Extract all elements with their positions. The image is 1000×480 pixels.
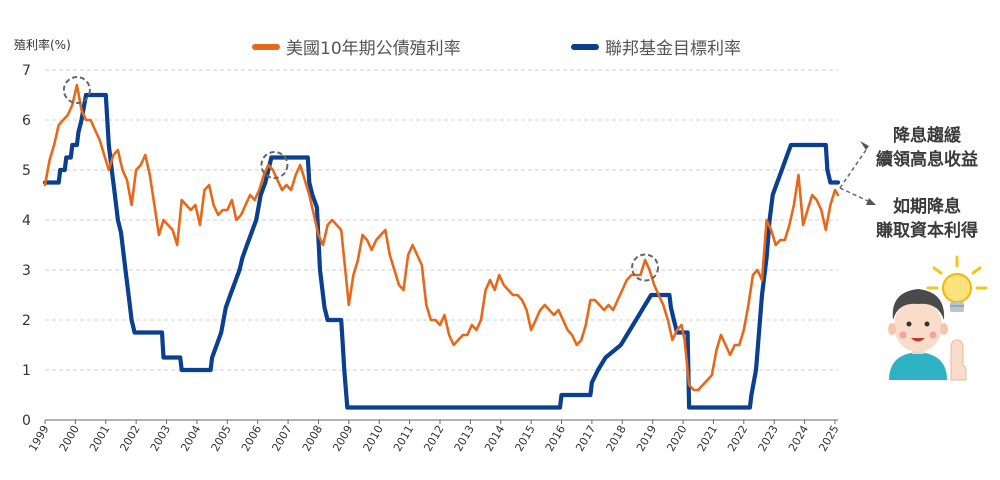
y-tick-label: 4 <box>22 213 31 229</box>
annotation-1-line-1: 降息趨緩 <box>893 125 962 146</box>
y-tick-label: 5 <box>22 163 31 179</box>
arrow-down-head <box>866 198 876 205</box>
person-hair <box>892 289 945 320</box>
x-tick-label: 2000 <box>57 423 82 454</box>
x-tick-label: 2015 <box>512 423 537 454</box>
x-tick-label: 2017 <box>573 423 598 454</box>
legend-swatch-fedrate <box>571 44 599 50</box>
highlight-circle <box>62 76 91 104</box>
arrow-up <box>839 149 867 189</box>
person-shirt <box>889 352 947 380</box>
x-tick-label: 2020 <box>664 423 689 454</box>
x-tick-label: 2001 <box>87 423 112 454</box>
annotation-arrows <box>839 141 876 205</box>
highlight-circles <box>62 76 660 282</box>
x-tick-label: 2007 <box>269 423 294 454</box>
x-tick-label: 2025 <box>816 423 841 454</box>
x-tick-label: 2014 <box>482 423 507 454</box>
y-tick-label: 6 <box>22 113 31 129</box>
annotation-2-line-1: 如期降息 <box>893 196 961 217</box>
x-tick-label: 2022 <box>725 423 750 454</box>
x-tick-label: 2011 <box>391 423 416 454</box>
y-tick-label: 2 <box>22 313 31 329</box>
x-tick-label: 2003 <box>148 423 173 454</box>
x-tick-label: 2009 <box>330 423 355 454</box>
annotation-1-line-2: 續領高息收益 <box>876 149 978 170</box>
x-tick-label: 2008 <box>300 423 325 454</box>
y-tick-label: 0 <box>22 413 31 429</box>
x-tick-label: 2023 <box>756 423 781 454</box>
x-tick-label: 2010 <box>361 423 386 454</box>
series-line-fed-rate <box>42 92 841 410</box>
person-face <box>894 300 942 352</box>
legend-label-fedrate: 聯邦基金目標利率 <box>605 39 741 59</box>
annotations: 降息趨緩 續領高息收益 如期降息 賺取資本利得 <box>876 125 978 241</box>
x-tick-label: 2006 <box>239 423 264 454</box>
lightbulb-icon <box>926 255 988 312</box>
y-tick-label: 7 <box>22 63 31 79</box>
x-tick-label: 2004 <box>178 423 203 454</box>
y-tick-label: 3 <box>22 263 31 279</box>
highlight-circle <box>260 151 289 179</box>
series-lines <box>42 83 841 410</box>
y-tick-label: 1 <box>22 363 31 379</box>
series-line-treasury-yield <box>43 83 840 392</box>
x-tick-label: 2019 <box>634 423 659 454</box>
x-tick-label: 2002 <box>117 423 142 454</box>
highlight-circle <box>631 253 660 282</box>
arrow-down <box>839 187 869 202</box>
legend-swatch-yield <box>252 44 280 50</box>
arrow-up-head <box>860 141 869 150</box>
idea-person-icon <box>888 255 988 381</box>
legend-label-yield: 美國10年期公債殖利率 <box>286 39 461 59</box>
x-tick-label: 2024 <box>786 423 811 454</box>
x-tick-label: 2016 <box>543 423 568 454</box>
legend: 美國10年期公債殖利率 聯邦基金目標利率 <box>252 39 741 59</box>
annotation-2-line-2: 賺取資本利得 <box>876 220 978 241</box>
x-tick-label: 2005 <box>209 423 234 454</box>
person-hand <box>950 339 967 381</box>
x-tick-label: 2012 <box>421 423 446 454</box>
y-axis-label: 殖利率(%) <box>14 37 71 52</box>
x-tick-label: 2018 <box>604 423 629 454</box>
x-tick-label: 2021 <box>695 423 720 454</box>
grid-lines <box>45 69 838 371</box>
x-tick-label: 2013 <box>452 423 477 454</box>
